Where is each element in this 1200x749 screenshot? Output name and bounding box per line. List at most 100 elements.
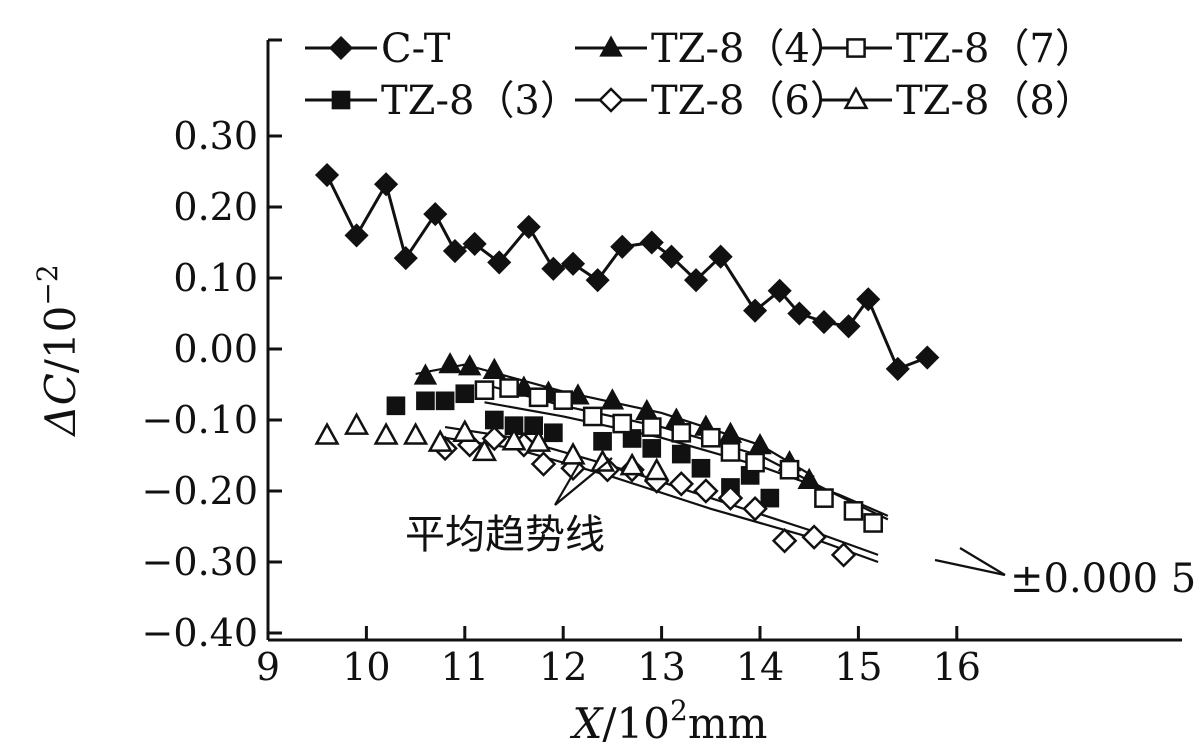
data-point (691, 458, 711, 478)
data-point (427, 429, 453, 452)
series-1 (314, 162, 940, 381)
data-point (644, 457, 670, 481)
data-point (593, 431, 612, 451)
data-point (693, 478, 719, 504)
data-point (374, 172, 399, 197)
data-point (708, 244, 733, 269)
x-tick-label: 12 (539, 645, 587, 689)
legend-label: TZ-8（4） (651, 26, 850, 72)
data-point (541, 256, 566, 281)
legend-label: TZ-8（6） (651, 78, 850, 124)
legend-marker (328, 35, 354, 61)
legend-entry: TZ-8（7） (820, 26, 1095, 72)
series-line (325, 174, 928, 371)
y-axis-variable: ΔC (36, 373, 85, 437)
data-point (585, 268, 610, 293)
data-point (524, 416, 544, 436)
y-axis-label: ΔC/10−2 (31, 264, 85, 437)
data-point (416, 391, 435, 411)
data-point (386, 396, 406, 416)
x-axis-exponent: 2 (670, 694, 688, 727)
data-point (748, 433, 772, 455)
data-point (801, 524, 827, 550)
data-point (619, 452, 645, 476)
data-point (482, 357, 507, 379)
x-axis-unit-tail: mm (688, 699, 768, 748)
data-point (600, 388, 625, 410)
legend-label: TZ-8（3） (381, 78, 580, 124)
y-tick-label: −0.40 (142, 611, 258, 655)
data-point (501, 427, 527, 451)
legend-marker (843, 86, 869, 110)
data-point (814, 488, 834, 508)
y-tick-label: 0.20 (173, 185, 258, 229)
x-tick-label: 9 (256, 645, 280, 689)
data-point (683, 268, 709, 293)
legend-entry: C-T (305, 26, 451, 72)
data-point (717, 485, 744, 511)
data-point (560, 251, 586, 276)
y-tick-label: −0.20 (142, 469, 258, 513)
data-point (863, 513, 883, 533)
y-tick-label: 0.10 (173, 256, 258, 300)
y-axis-title: ΔC/10−2 (31, 264, 85, 437)
x-tick-label: 13 (637, 645, 685, 689)
series-6 (314, 412, 670, 481)
x-tick-label: 10 (342, 645, 390, 689)
data-point (582, 406, 603, 427)
legend-marker (846, 38, 866, 58)
data-point (811, 309, 837, 335)
data-point (314, 162, 340, 188)
y-tick-label: 0.00 (173, 327, 258, 371)
y-axis-exponent: −2 (31, 264, 64, 305)
trend-leader-1 (554, 461, 581, 506)
tolerance-leader-2 (934, 558, 1006, 577)
data-point (742, 495, 768, 522)
data-point (787, 301, 812, 326)
data-point (671, 444, 691, 464)
data-point (612, 413, 633, 434)
data-point (544, 423, 563, 443)
y-tick-label: −0.10 (142, 398, 258, 442)
x-axis-variable: X (570, 699, 605, 748)
legend-entry: TZ-8（4） (575, 26, 850, 72)
data-point (343, 412, 370, 435)
data-point (639, 230, 664, 255)
data-point (767, 278, 792, 303)
data-point (435, 391, 455, 411)
data-point (771, 527, 798, 554)
data-point (760, 488, 780, 508)
data-point (413, 363, 438, 385)
data-point (499, 378, 519, 398)
data-point (635, 398, 659, 421)
data-point (487, 250, 512, 275)
x-tick-label: 16 (933, 645, 981, 689)
data-point (659, 244, 684, 269)
y-tick-label: −0.30 (142, 540, 258, 584)
data-point (622, 429, 642, 448)
data-point (452, 419, 478, 442)
data-point (642, 439, 662, 458)
legend-entry: TZ-8（3） (305, 78, 580, 124)
trend-leader-2 (554, 457, 613, 506)
data-point (885, 356, 910, 381)
data-point (481, 425, 508, 452)
x-tick-label: 14 (736, 645, 784, 689)
x-tick-label: 15 (834, 645, 882, 689)
data-point (457, 354, 482, 376)
data-point (720, 442, 741, 462)
data-point (856, 287, 881, 312)
data-point (526, 429, 552, 452)
data-point (471, 438, 498, 462)
data-point (373, 422, 399, 445)
data-point (610, 234, 635, 259)
data-point (843, 501, 864, 521)
legend-marker (598, 87, 624, 113)
y-ticks: 0.30 0.20 0.10 0.00 −0.10 −0.20 −0.30 −0.40 (142, 114, 282, 655)
data-point (915, 345, 940, 370)
data-point (553, 390, 574, 410)
data-point (836, 314, 861, 339)
data-point (797, 467, 821, 490)
legend-label: C-T (381, 26, 451, 72)
data-point (641, 417, 662, 437)
